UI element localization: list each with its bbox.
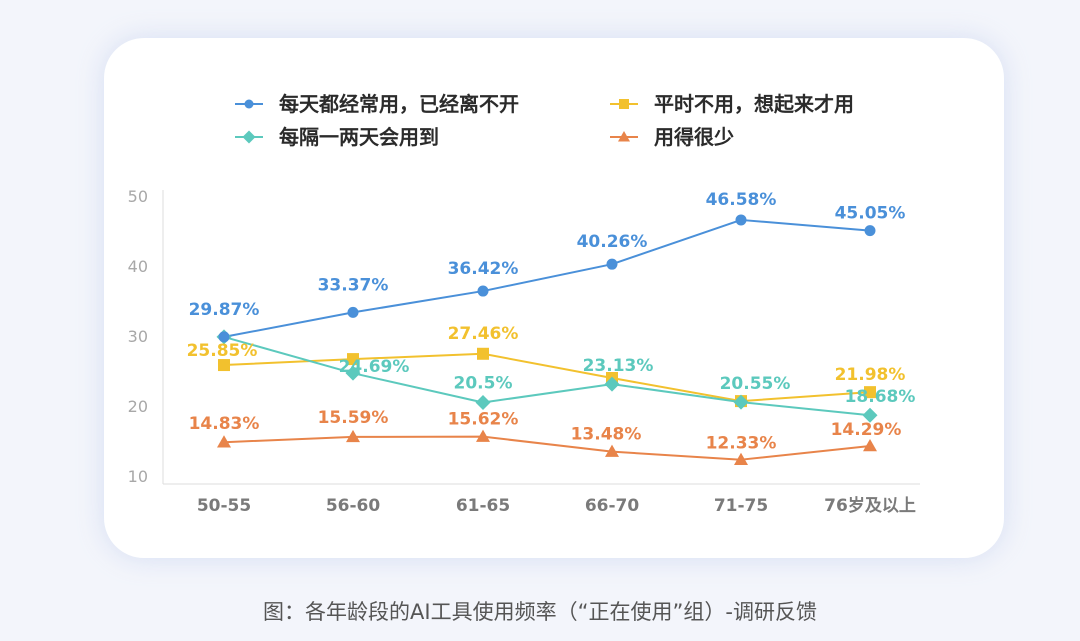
series-line <box>223 335 871 417</box>
data-label: 46.58% <box>706 190 777 210</box>
figure-caption: 图：各年龄段的AI工具使用频率（“正在使用”组）-调研反馈 <box>263 600 817 624</box>
series-markers <box>216 214 878 465</box>
legend-item: 用得很少 <box>610 125 734 149</box>
data-point <box>476 429 490 442</box>
legend-marker <box>244 99 254 109</box>
data-point <box>735 214 747 226</box>
axes <box>162 190 920 485</box>
data-point <box>733 394 749 410</box>
data-label: 20.55% <box>720 374 791 394</box>
data-point <box>217 435 231 448</box>
data-label: 40.26% <box>577 232 648 252</box>
data-point <box>863 438 877 452</box>
legend-item: 平时不用，想起来才用 <box>610 92 854 116</box>
legend-marker <box>618 131 630 142</box>
legend-label: 每隔一两天会用到 <box>279 125 439 149</box>
data-point <box>218 331 230 343</box>
series-lines <box>223 218 871 461</box>
data-label: 21.98% <box>835 365 906 385</box>
data-point <box>734 452 748 465</box>
y-tick-label: 40 <box>128 257 148 276</box>
data-label: 24.69% <box>339 357 410 377</box>
x-tick-label: 66-70 <box>585 496 640 516</box>
data-label: 18.68% <box>845 387 916 407</box>
legend-item: 每隔一两天会用到 <box>235 125 439 149</box>
series-line <box>223 352 871 403</box>
data-point <box>346 429 360 443</box>
data-label: 15.62% <box>448 410 519 430</box>
data-label: 36.42% <box>448 259 519 279</box>
x-tick-label: 71-75 <box>714 496 768 516</box>
data-label: 14.83% <box>189 414 260 434</box>
y-axis-ticks: 10 20 30 40 50 <box>128 187 148 486</box>
x-tick-label: 76岁及以上 <box>824 495 916 516</box>
legend-label: 用得很少 <box>654 125 734 149</box>
legend-item: 每天都经常用，已经离不开 <box>235 92 519 116</box>
data-point <box>347 353 359 366</box>
data-label: 20.5% <box>454 374 513 394</box>
data-point <box>477 285 489 297</box>
data-point <box>605 444 619 457</box>
legend-label: 每天都经常用，已经离不开 <box>279 92 519 116</box>
data-point <box>604 376 620 392</box>
data-label: 29.87% <box>189 300 260 320</box>
x-tick-label: 61-65 <box>456 496 510 516</box>
legend-marker <box>619 99 629 109</box>
data-label: 23.13% <box>583 356 654 376</box>
data-label: 25.85% <box>187 341 258 361</box>
series-line <box>223 435 871 461</box>
data-point <box>864 386 876 399</box>
data-label: 45.05% <box>835 204 906 224</box>
data-point <box>345 365 361 381</box>
data-label: 14.29% <box>831 420 902 440</box>
x-tick-label: 50-55 <box>197 496 251 516</box>
data-point <box>218 359 230 372</box>
data-label: 15.59% <box>318 408 389 428</box>
data-label: 27.46% <box>448 324 519 344</box>
y-tick-label: 50 <box>128 187 148 206</box>
data-point <box>347 306 359 318</box>
data-point <box>864 225 876 237</box>
data-point <box>862 407 878 423</box>
data-labels: 14.83% 15.59% 15.62% 13.48% 12.33% 14.29% 25.8… <box>187 190 916 454</box>
chart-card <box>104 38 1004 558</box>
data-label: 33.37% <box>318 275 389 295</box>
data-point <box>475 395 491 410</box>
data-label: 13.48% <box>571 425 642 445</box>
legend-marker <box>242 130 256 144</box>
legend-label: 平时不用，想起来才用 <box>654 92 854 116</box>
series-line <box>223 218 871 338</box>
data-point <box>477 347 489 360</box>
y-tick-label: 10 <box>128 467 148 486</box>
x-axis-ticks: 50-55 56-60 61-65 66-70 71-75 76岁及以上 <box>197 495 916 516</box>
y-tick-label: 20 <box>128 397 148 416</box>
data-point <box>606 258 618 270</box>
data-label: 12.33% <box>706 434 777 454</box>
x-tick-label: 56-60 <box>326 496 381 516</box>
y-tick-label: 30 <box>128 327 148 346</box>
